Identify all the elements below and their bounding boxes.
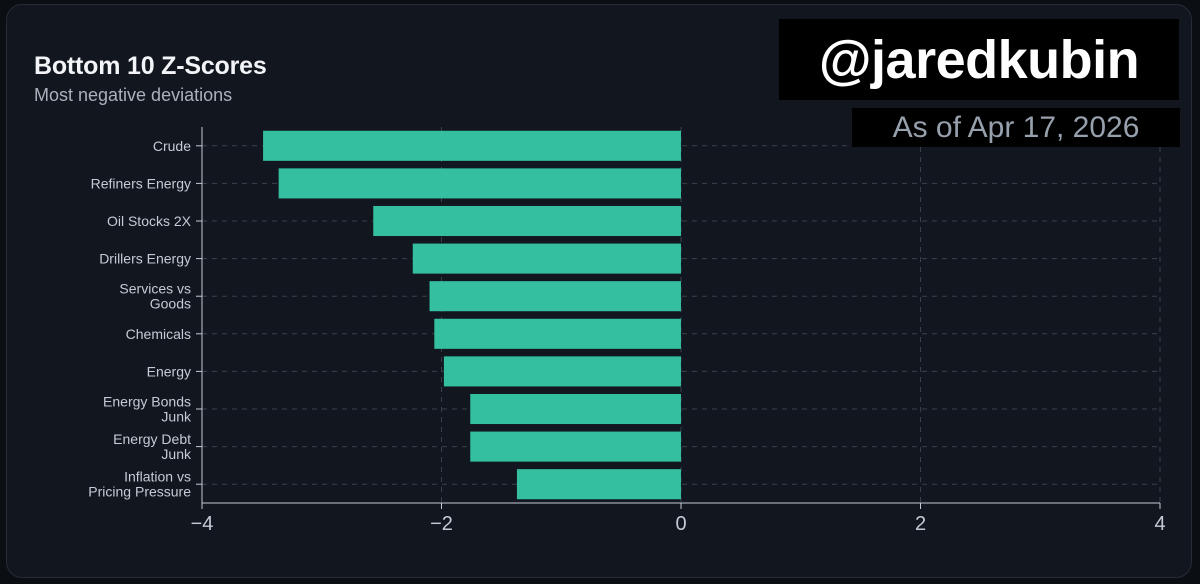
axes: −4 −2 0 2 4 Crude Refiners Energy Oil Stocks 2X…: [88, 127, 1166, 535]
bar: [278, 168, 681, 199]
x-tick-label: 2: [915, 513, 926, 535]
y-tick-label: Chemicals: [126, 326, 191, 342]
bar: [470, 431, 681, 462]
y-tick-label: Refiners Energy: [91, 175, 191, 191]
as-of-banner: As of Apr 17, 2026: [852, 108, 1180, 147]
watermark-handle: @jaredkubin: [818, 29, 1140, 90]
x-tick-label: 0: [675, 513, 686, 535]
x-tick-label: −2: [430, 513, 453, 535]
bar: [373, 205, 681, 237]
bar: [412, 243, 681, 274]
y-tick-label: Energy Bonds Junk: [103, 394, 192, 425]
bar: [470, 393, 681, 425]
chart-title: Bottom 10 Z-Scores: [34, 52, 267, 80]
y-tick-label: Inflation vs Pricing Pressure: [88, 469, 191, 500]
watermark-banner: @jaredkubin: [779, 19, 1179, 100]
chart-subtitle: Most negative deviations: [34, 85, 233, 105]
y-tick-label: Oil Stocks 2X: [107, 213, 192, 229]
bar: [434, 318, 681, 349]
y-tick-label: Services vs Goods: [119, 281, 191, 312]
y-tick-label: Drillers Energy: [99, 251, 191, 267]
bar: [263, 130, 681, 161]
x-tick-label: −4: [191, 513, 214, 535]
bar: [516, 469, 681, 500]
bars: [263, 130, 681, 500]
y-tick-label: Energy: [147, 363, 191, 379]
bar: [429, 281, 681, 312]
bar: [443, 356, 681, 387]
y-tick-label: Crude: [153, 138, 191, 154]
as-of-date: As of Apr 17, 2026: [892, 110, 1140, 144]
y-tick-label: Energy Debt Junk: [113, 431, 192, 462]
x-tick-label: 4: [1154, 513, 1165, 535]
